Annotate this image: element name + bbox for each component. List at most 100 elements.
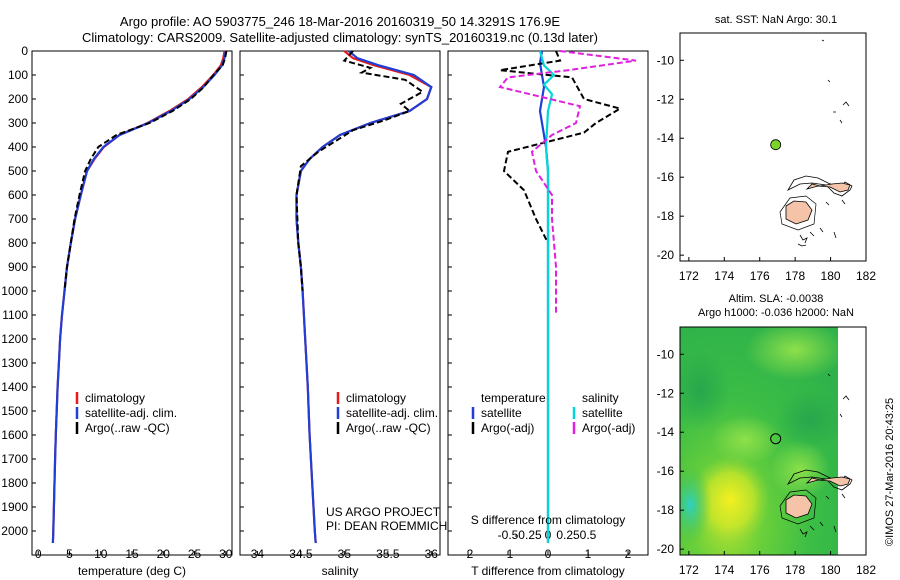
legend-label-sal-satellite: satellite xyxy=(582,406,623,420)
legend-label-temp-argo: Argo(-adj) xyxy=(481,421,534,435)
t-difference-tick-label: -1 xyxy=(503,547,514,561)
sla-heatmap xyxy=(680,327,838,555)
sst-map-lon-tick-label: 176 xyxy=(750,269,770,283)
series-line-satellite-adj-clim- xyxy=(295,50,433,544)
sst-map-lat-tick-label: -14 xyxy=(657,131,675,145)
t-difference-tick-label: 1 xyxy=(585,547,592,561)
depth-tick-label: 1400 xyxy=(1,380,28,394)
salinity-tick-label: 35.5 xyxy=(376,547,400,561)
legend-title-salinity: salinity xyxy=(582,391,619,405)
fiji-islands-outline xyxy=(779,39,853,247)
sst-map-lon-tick-label: 180 xyxy=(821,269,841,283)
temperature-tick-label: 0 xyxy=(35,547,42,561)
sla-map-lat-tick-label: -10 xyxy=(657,347,675,361)
s-difference-tick-label: 0.25 xyxy=(556,528,580,542)
legend-label-argo: Argo(..raw -QC) xyxy=(346,421,431,435)
sla-map-lat-tick-label: -20 xyxy=(657,542,675,556)
sla-map-lon-tick-label: 180 xyxy=(821,563,841,577)
series-line-argo-raw-qc- xyxy=(63,50,228,292)
depth-tick-label: 1100 xyxy=(2,308,28,322)
temperature-tick-label: 30 xyxy=(219,547,233,561)
depth-tick-label: 100 xyxy=(8,68,28,82)
sst-map-lat-tick-label: -16 xyxy=(657,170,675,184)
legend-label-climatology: climatology xyxy=(346,391,406,405)
temperature-legend: climatology satellite-adj. clim. Argo(..… xyxy=(75,391,177,435)
series-line-argo-adj- xyxy=(499,50,623,291)
legend-label-climatology: climatology xyxy=(85,391,145,405)
sst-map-panel: sat. SST: NaN Argo: 30.1 172 174 176 178 180… xyxy=(657,14,877,283)
sla-map-title-line1: Altim. SLA: -0.0038 xyxy=(729,293,824,305)
salinity-tick-label: 36 xyxy=(425,547,439,561)
series-line-satellite-adj-clim- xyxy=(51,50,227,544)
depth-tick-label: 300 xyxy=(8,116,28,130)
depth-tick-label: 600 xyxy=(8,188,28,202)
legend-label-satellite: satellite-adj. clim. xyxy=(346,406,438,420)
t-difference-tick-label: 2 xyxy=(625,547,632,561)
depth-tick-label: 800 xyxy=(8,236,28,250)
difference-axes: -2 -1 0 1 2-0.5-0.25 0 0.25 0.5 xyxy=(463,528,632,561)
sst-map-lat-tick-label: -12 xyxy=(657,92,675,106)
s-difference-tick-label: -0.25 xyxy=(514,528,542,542)
temperature-plot-frame xyxy=(31,50,233,556)
sst-map-lon-tick-label: 174 xyxy=(714,269,734,283)
salinity-tick-label: 34 xyxy=(251,547,265,561)
sla-map-panel: Altim. SLA: -0.0038 Argo h1000: -0.036 h… xyxy=(657,293,877,577)
sst-map-title: sat. SST: NaN Argo: 30.1 xyxy=(715,14,837,26)
depth-tick-label: 1500 xyxy=(1,404,28,418)
temperature-axis-label: temperature (deg C) xyxy=(78,564,186,578)
salinity-tick-label: 35 xyxy=(338,547,352,561)
sla-map-lat-tick-label: -12 xyxy=(657,386,675,400)
copyright-stamp: ©IMOS 27-Mar-2016 20:43:25 xyxy=(884,398,896,546)
sla-map-lat-tick-label: -16 xyxy=(657,464,675,478)
series-line-argo-adj- xyxy=(498,50,637,315)
s-difference-tick-label: -0.5 xyxy=(498,528,519,542)
depth-tick-label: 1600 xyxy=(1,428,28,442)
temperature-tick-label: 25 xyxy=(188,547,202,561)
depth-tick-label: 200 xyxy=(8,92,28,106)
s-difference-tick-label: 0.5 xyxy=(580,528,597,542)
temperature-series xyxy=(51,50,228,544)
s-difference-axis-label: S difference from climatology xyxy=(471,513,626,527)
salinity-tick-label: 34.5 xyxy=(289,547,313,561)
depth-tick-label: 1700 xyxy=(1,452,28,466)
sst-map-lon-tick-label: 172 xyxy=(679,269,699,283)
sla-map-axes: 172 174 176 178 180 182 -10 -12 -14 -16 -18 -20 xyxy=(657,347,877,577)
difference-series xyxy=(498,50,637,543)
salinity-profile-panel: 34 34.5 35 35.5 36 salinity climatology sate… xyxy=(239,50,447,578)
sst-map-axes: 172 174 176 178 180 182 -10 -12 -14 -16 -18 -20 xyxy=(657,53,877,283)
legend-label-sal-argo: Argo(-adj) xyxy=(582,421,635,435)
sla-map-lon-tick-label: 172 xyxy=(679,563,699,577)
sla-map-title-line2: Argo h1000: -0.036 h2000: NaN xyxy=(698,307,854,319)
series-line-argo-raw-qc- xyxy=(295,50,425,292)
pi-annotation: PI: DEAN ROEMMICH xyxy=(326,519,447,533)
depth-tick-label: 400 xyxy=(8,140,28,154)
salinity-series xyxy=(295,50,433,544)
project-annotation: US ARGO PROJECT xyxy=(326,505,441,519)
temperature-tick-label: 5 xyxy=(66,547,73,561)
temperature-tick-label: 20 xyxy=(157,547,171,561)
float-location-marker xyxy=(770,139,782,151)
depth-tick-label: 1900 xyxy=(1,500,28,514)
t-difference-tick-label: -2 xyxy=(463,547,474,561)
legend-label-satellite: satellite-adj. clim. xyxy=(85,406,177,420)
depth-axis: 0 100 200 300 400 500 600 700 800 900 1000 1100 1200… xyxy=(1,44,452,538)
legend-title-temperature: temperature xyxy=(481,391,546,405)
t-difference-axis-label: T difference from climatology xyxy=(471,564,625,578)
sst-map-lon-tick-label: 178 xyxy=(785,269,805,283)
depth-tick-label: 700 xyxy=(8,212,28,226)
legend-label-argo: Argo(..raw -QC) xyxy=(85,421,170,435)
legend-label-temp-satellite: satellite xyxy=(481,406,522,420)
salinity-axis: 34 34.5 35 35.5 36 xyxy=(251,547,439,561)
sst-map-lon-tick-label: 182 xyxy=(856,269,876,283)
sst-map-lat-tick-label: -18 xyxy=(657,209,675,223)
sla-map-lat-tick-label: -18 xyxy=(657,503,675,517)
depth-tick-label: 1800 xyxy=(1,476,28,490)
depth-tick-label: 900 xyxy=(8,260,28,274)
temperature-tick-label: 15 xyxy=(125,547,139,561)
temperature-axis: 0 5 10 15 20 25 30 xyxy=(35,547,233,561)
difference-profile-panel: -2 -1 0 1 2-0.5-0.25 0 0.25 0.5 S difference fr… xyxy=(447,50,649,578)
sla-map-lat-tick-label: -14 xyxy=(657,425,675,439)
depth-tick-label: 2000 xyxy=(1,524,28,538)
depth-tick-label: 500 xyxy=(8,164,28,178)
